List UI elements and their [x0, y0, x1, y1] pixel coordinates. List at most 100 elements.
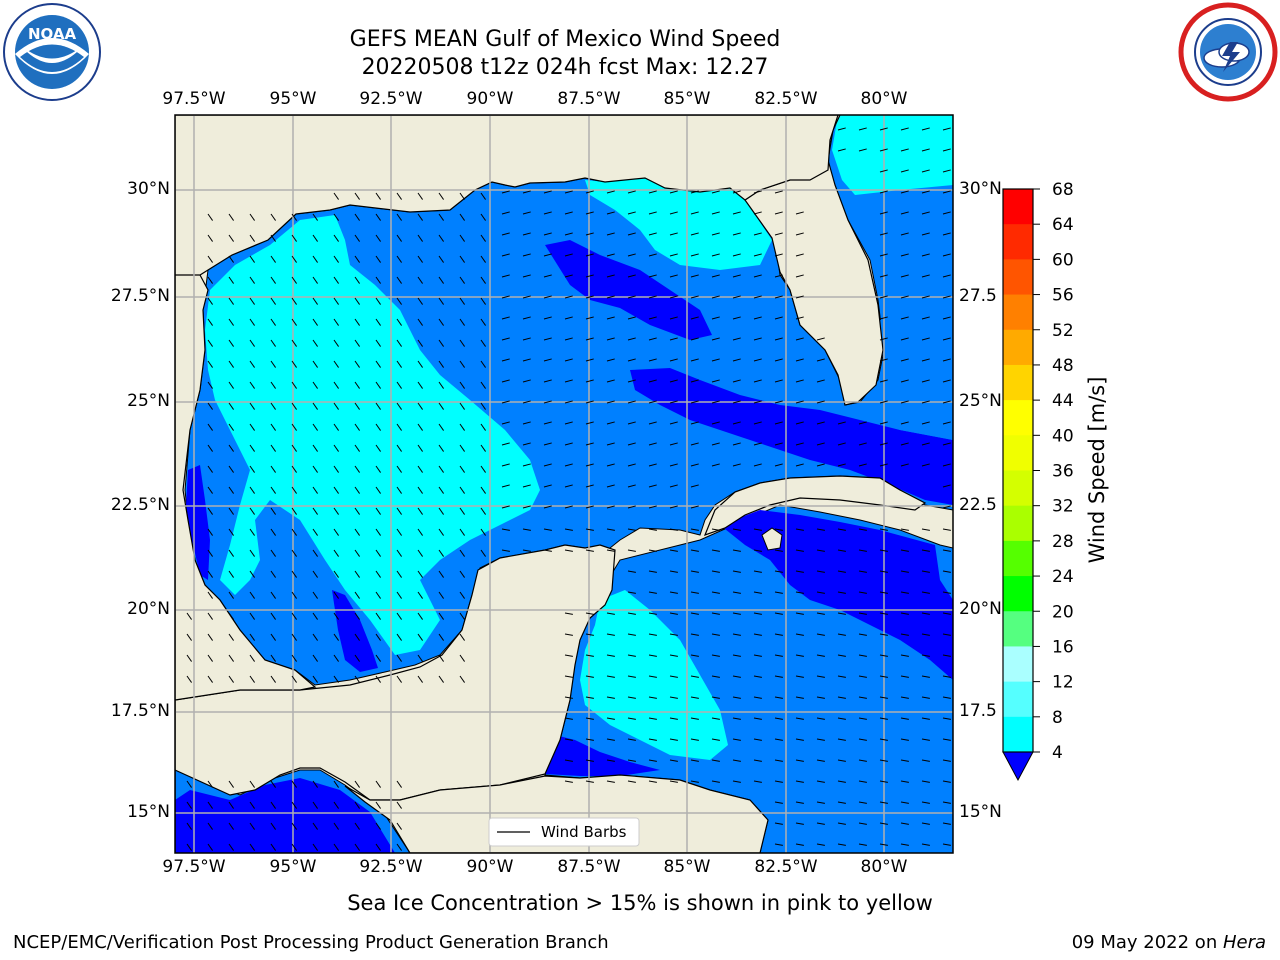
wind-barb	[753, 591, 762, 594]
wind-barb	[921, 549, 930, 552]
wind-barb	[711, 675, 720, 678]
wind-barb	[753, 717, 762, 720]
wind-barb	[837, 591, 846, 594]
wind-barb	[690, 484, 699, 488]
wind-barb	[942, 759, 951, 762]
wind-barb	[480, 339, 486, 347]
wind-barb	[774, 801, 783, 804]
wind-barb	[669, 505, 678, 509]
wind-barb	[711, 759, 720, 762]
wind-barb	[732, 528, 741, 531]
wind-barb	[438, 381, 444, 389]
wind-barb	[375, 318, 381, 326]
wind-barb	[564, 442, 573, 446]
wind-barb	[732, 654, 741, 657]
wind-barb	[585, 717, 594, 720]
wind-barb	[564, 232, 573, 236]
wind-barb	[795, 528, 804, 531]
wind-barb	[669, 232, 678, 236]
wind-barb	[312, 318, 318, 326]
wind-barb	[690, 696, 699, 699]
wind-barb	[942, 274, 951, 278]
wind-barb	[648, 696, 657, 699]
wind-barb	[291, 255, 297, 263]
wind-barb	[795, 675, 804, 678]
wind-barb	[921, 759, 930, 762]
wind-barb	[543, 400, 552, 404]
wind-barb	[270, 486, 276, 494]
wind-barb	[291, 381, 297, 389]
wind-barb	[438, 213, 444, 221]
wind-barb	[438, 402, 444, 410]
wind-barb	[417, 234, 423, 242]
wind-barb	[480, 234, 486, 242]
wind-barb	[228, 255, 234, 263]
wind-barb	[900, 463, 909, 467]
wind-barb	[333, 591, 339, 599]
wind-barb	[312, 213, 318, 221]
wind-barb	[333, 444, 339, 452]
wind-barb	[669, 442, 678, 446]
wind-barb	[732, 253, 741, 257]
wind-barb	[270, 843, 276, 851]
footer-date: 09 May 2022 on	[1071, 932, 1223, 953]
wind-barb	[627, 591, 636, 594]
wind-barb	[396, 297, 402, 305]
wind-barb	[606, 696, 615, 699]
wind-barb	[837, 549, 846, 552]
wind-barb	[795, 843, 804, 846]
wind-barb	[438, 612, 444, 620]
wind-barb	[942, 442, 951, 446]
wind-barb	[564, 316, 573, 320]
noaa-logo-text: NOAA	[28, 25, 77, 43]
wind-barb	[564, 780, 573, 783]
wind-barb	[375, 801, 381, 809]
wind-barb	[396, 402, 402, 410]
wind-barb	[921, 633, 930, 636]
colorbar-tick-label: 4	[1052, 743, 1063, 763]
wind-barb	[564, 759, 573, 762]
wind-barb	[753, 675, 762, 678]
wind-barb	[711, 633, 720, 636]
lat-label-right: 25°N	[959, 391, 1002, 411]
wind-barb	[333, 339, 339, 347]
wind-barb	[837, 738, 846, 741]
wind-barb	[942, 379, 951, 383]
wind-barb	[774, 400, 783, 404]
wind-barb	[669, 253, 678, 257]
wind-barb	[648, 570, 657, 573]
wind-barb	[942, 822, 951, 825]
wind-barb	[249, 843, 255, 851]
wind-barb	[942, 654, 951, 657]
wind-barb	[816, 696, 825, 699]
wind-barb	[648, 232, 657, 236]
wind-barb	[774, 316, 783, 320]
wind-barb	[858, 675, 867, 678]
wind-barb	[879, 843, 888, 846]
wind-barb	[270, 822, 276, 830]
wind-barb	[921, 316, 930, 320]
wind-barb	[501, 337, 510, 341]
wind-barb	[249, 570, 255, 578]
yucatan-land	[175, 544, 616, 853]
wind-barb	[207, 507, 213, 515]
wind-barb	[858, 442, 867, 446]
wind-barb	[585, 675, 594, 678]
wind-barb	[375, 780, 381, 788]
wind-barb	[753, 549, 762, 552]
wind-barb	[627, 549, 636, 552]
wind-barb	[480, 528, 486, 536]
wind-barb	[711, 190, 720, 194]
wind-barb	[249, 591, 255, 599]
wind-barb	[606, 379, 615, 383]
wind-barb	[564, 421, 573, 425]
wind-barb	[921, 696, 930, 699]
wind-barb	[774, 570, 783, 573]
bahamas-sea	[870, 320, 953, 440]
wind-barb	[900, 654, 909, 657]
wind-barb	[942, 675, 951, 678]
wind-barb	[816, 612, 825, 615]
colorbar-bin	[1003, 716, 1033, 753]
wind-barb	[900, 253, 909, 257]
wind-barb	[921, 295, 930, 299]
